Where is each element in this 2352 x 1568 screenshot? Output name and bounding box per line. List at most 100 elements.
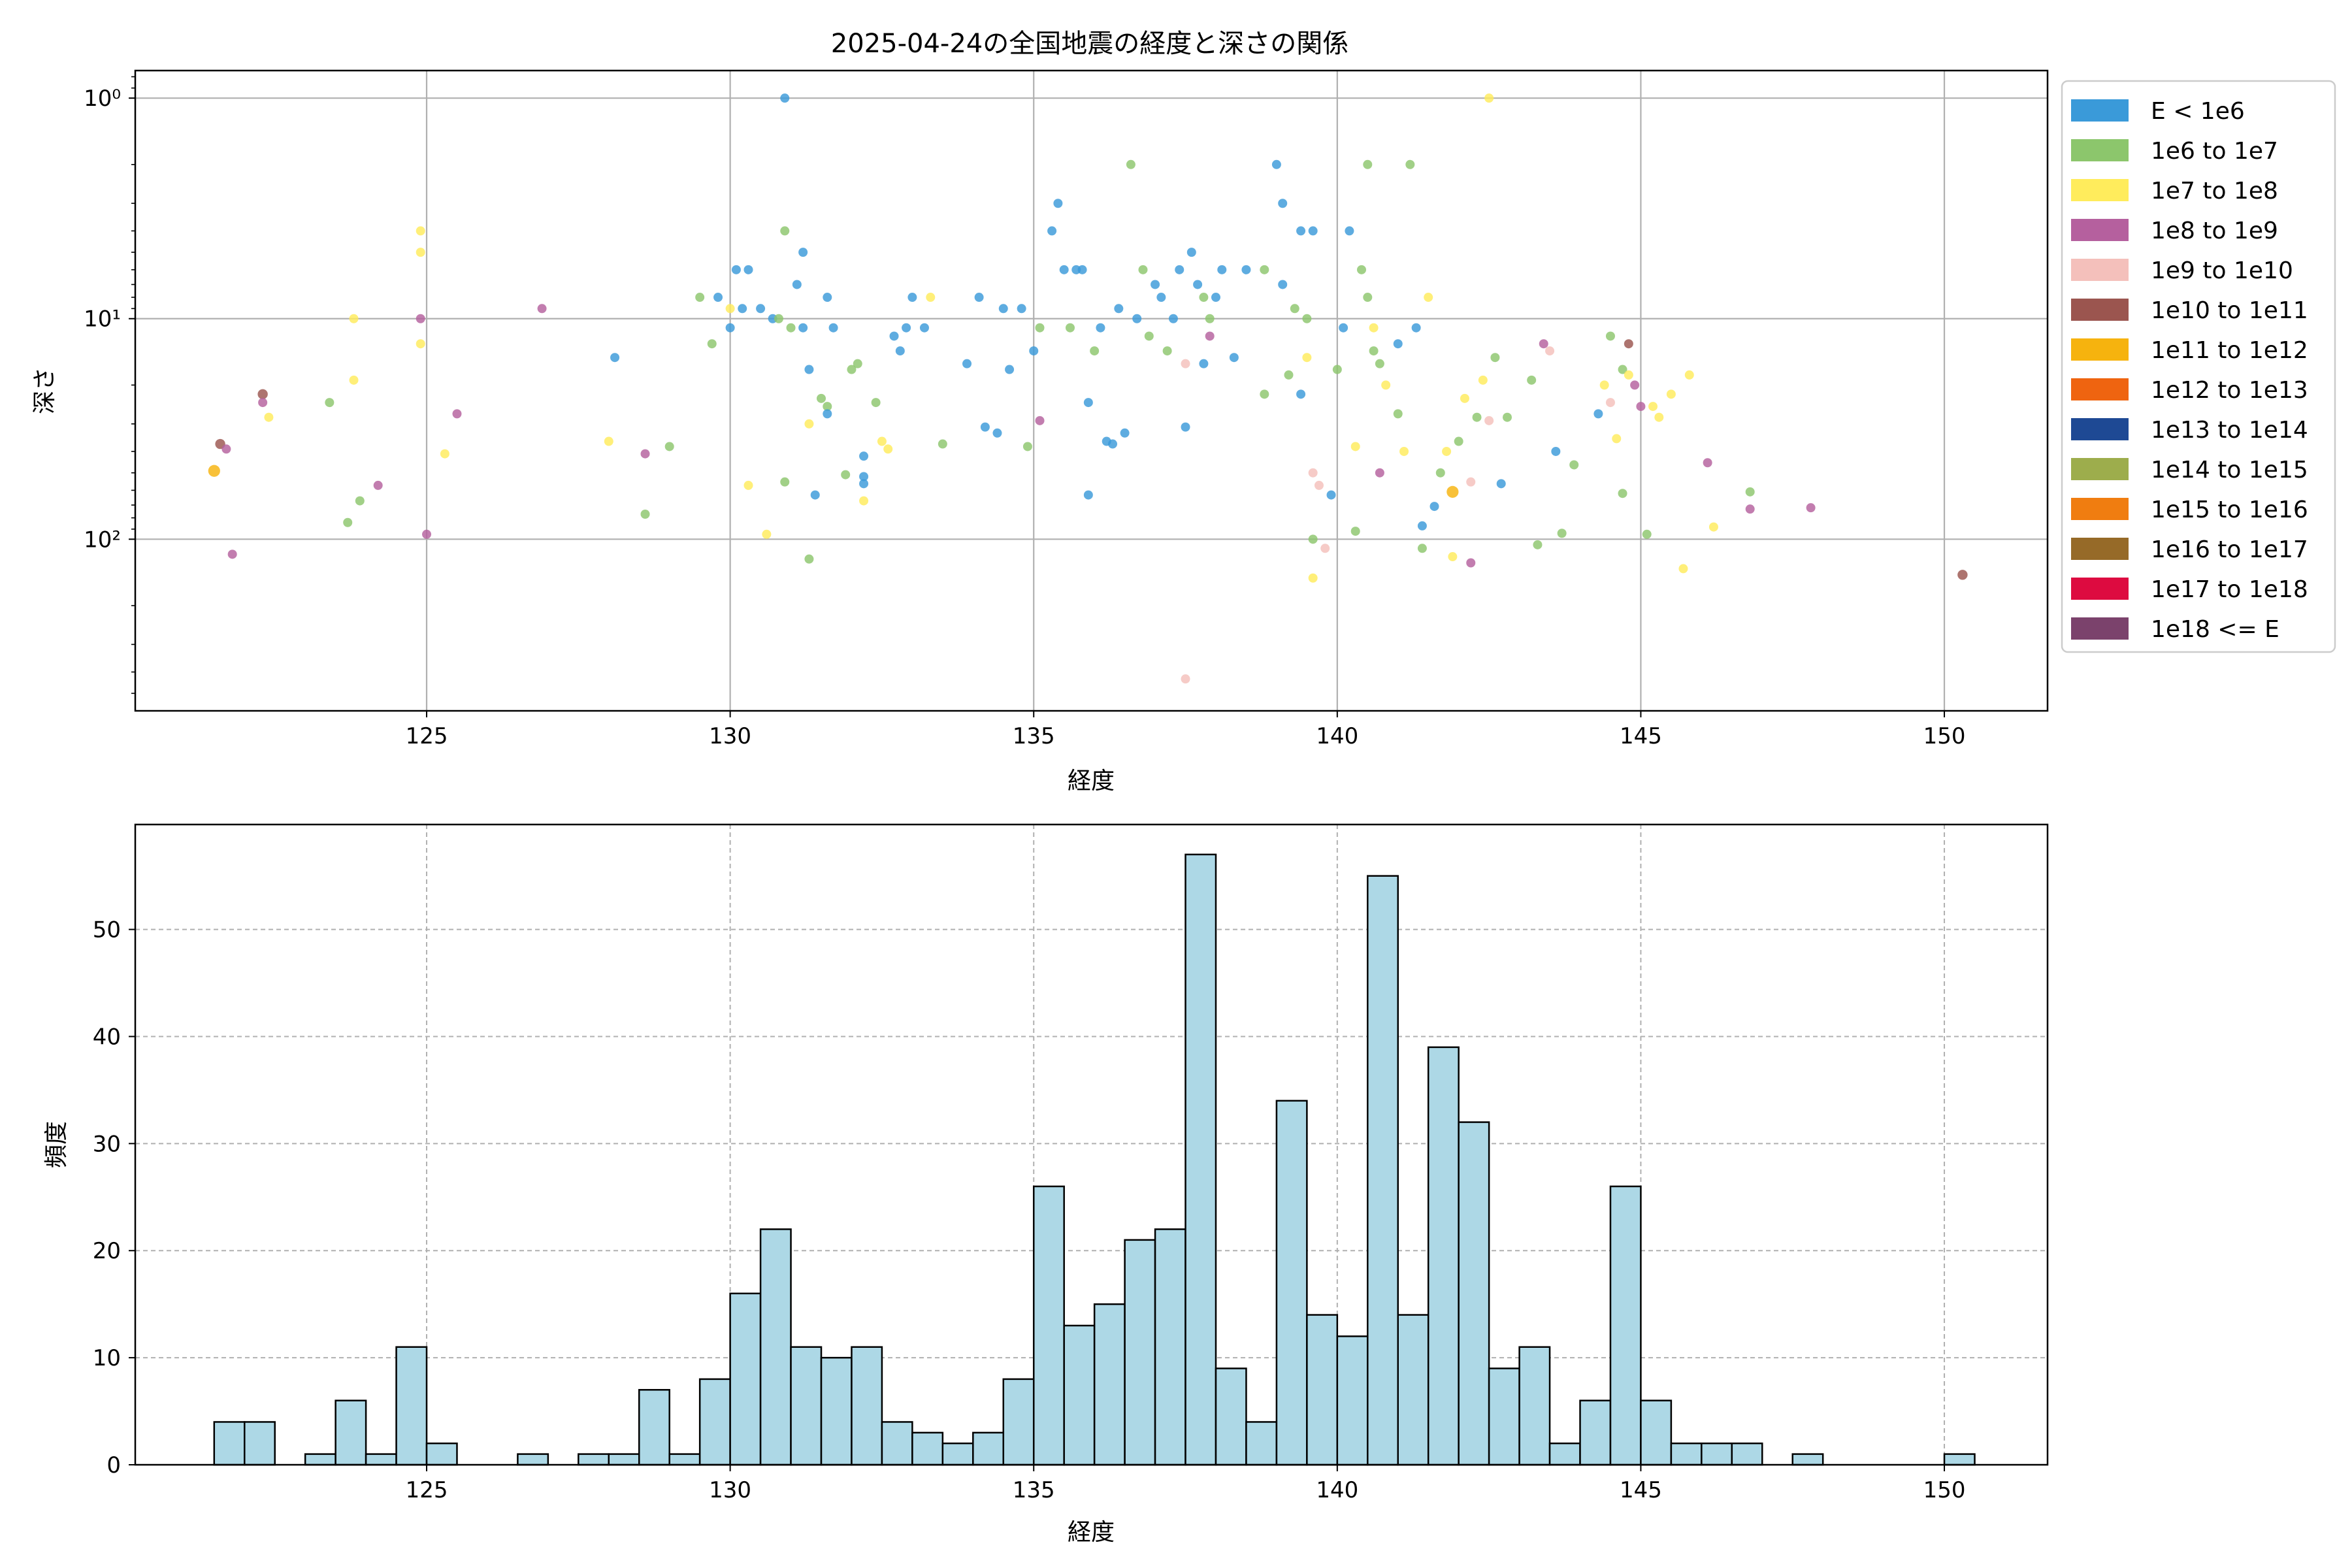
scatter-point (1083, 490, 1093, 500)
scatter-point (349, 375, 359, 385)
legend-label: 1e8 to 1e9 (2151, 218, 2278, 244)
scatter-point (1678, 564, 1688, 574)
histogram-bar (1367, 875, 1399, 1466)
scatter-point (1296, 226, 1306, 236)
scatter-point (1126, 159, 1135, 169)
histogram-x-tick-label: 135 (1013, 1477, 1055, 1503)
scatter-point (804, 365, 814, 374)
scatter-point (756, 304, 766, 314)
scatter-point (919, 323, 929, 333)
scatter-point (780, 93, 790, 103)
scatter-point (1654, 412, 1664, 422)
legend-label: 1e13 to 1e14 (2151, 417, 2308, 444)
scatter-point (847, 365, 857, 374)
scatter-point (1666, 389, 1676, 399)
scatter-point (762, 529, 772, 539)
histogram-y-tick-label: 20 (93, 1238, 121, 1264)
scatter-point (841, 470, 851, 480)
scatter-point (1205, 331, 1215, 341)
histogram-bar (668, 1453, 701, 1466)
scatter-point (1636, 402, 1646, 412)
histogram-bar (1397, 1314, 1429, 1466)
scatter-point (258, 398, 268, 408)
legend-label: 1e12 to 1e13 (2151, 377, 2308, 404)
scatter-x-tick-label: 150 (1923, 723, 1966, 749)
scatter-point (1138, 265, 1148, 274)
legend-swatch (2071, 418, 2129, 440)
scatter-point (859, 451, 869, 461)
scatter-point (1442, 446, 1452, 456)
scatter-point (640, 449, 650, 459)
scatter-point (1229, 353, 1239, 363)
scatter-point (1399, 446, 1409, 456)
histogram-bar (365, 1453, 397, 1466)
scatter-point (1151, 280, 1160, 289)
scatter-point (664, 442, 674, 451)
scatter-point (1320, 544, 1330, 553)
scatter-point (1624, 370, 1633, 380)
scatter-point (1083, 398, 1093, 408)
scatter-point (817, 393, 826, 403)
legend-swatch (2071, 458, 2129, 480)
scatter-point (1260, 265, 1269, 274)
scatter-point (1417, 521, 1427, 531)
scatter-point (1350, 527, 1360, 536)
scatter-point (907, 293, 917, 302)
scatter-point (1162, 346, 1172, 356)
scatter-x-tick-label: 140 (1316, 723, 1358, 749)
scatter-point (1484, 93, 1494, 103)
scatter-y-tick-label: 10² (84, 527, 121, 553)
scatter-point (1708, 522, 1718, 532)
histogram-bar (1609, 1185, 1642, 1466)
scatter-point (1684, 370, 1694, 380)
legend-label: 1e15 to 1e16 (2151, 497, 2308, 523)
scatter-point (1630, 380, 1640, 390)
legend-swatch (2071, 498, 2129, 520)
histogram-bar (881, 1421, 913, 1466)
scatter-point (1642, 529, 1652, 539)
scatter-y-tick-label: 10⁰ (84, 86, 121, 112)
histogram-bar (425, 1442, 458, 1466)
scatter-point (1345, 226, 1354, 236)
histogram-bar (759, 1228, 792, 1466)
histogram-y-tick-label: 40 (93, 1024, 121, 1050)
scatter-point (1957, 570, 1968, 580)
scatter-x-tick-label: 125 (406, 723, 448, 749)
scatter-point (1017, 304, 1026, 314)
scatter-point (1424, 293, 1433, 302)
scatter-point (828, 323, 838, 333)
scatter-x-tick-label: 130 (709, 723, 751, 749)
histogram-bar (395, 1346, 428, 1466)
legend-swatch (2071, 538, 2129, 560)
scatter-point (1314, 480, 1324, 490)
histogram-bar (790, 1346, 823, 1466)
scatter-point (1132, 314, 1142, 323)
scatter-point (343, 517, 353, 527)
histogram-bar (1093, 1303, 1126, 1466)
histogram-bar (729, 1292, 762, 1466)
histogram-bar (1275, 1100, 1308, 1466)
scatter-point (1296, 389, 1306, 399)
scatter-point (810, 490, 820, 500)
scatter-point (1308, 468, 1318, 478)
scatter-x-tick-label: 135 (1013, 723, 1055, 749)
legend-label: 1e7 to 1e8 (2151, 178, 2278, 204)
scatter-point (1545, 346, 1555, 356)
histogram-bar (1306, 1314, 1339, 1466)
scatter-point (373, 480, 383, 490)
histogram-panel: 125 130 135 140 145 150 0 10 20 30 40 50 経度 頻度 (43, 823, 2049, 1546)
histogram-bar (1215, 1367, 1247, 1466)
scatter-point (1745, 504, 1755, 514)
scatter-point (1047, 226, 1057, 236)
scatter-point (1278, 199, 1288, 208)
histogram-x-tick-label: 125 (406, 1477, 448, 1503)
scatter-point (980, 422, 990, 432)
scatter-point (1205, 314, 1215, 323)
scatter-x-axis: 125 130 135 140 145 150 (406, 711, 1966, 749)
scatter-point (974, 293, 984, 302)
legend-swatch (2071, 179, 2129, 201)
scatter-point (859, 496, 869, 506)
scatter-y-axis: 10⁰ 10¹ 10² (84, 76, 135, 694)
scatter-point (889, 331, 899, 341)
scatter-point (743, 480, 753, 490)
